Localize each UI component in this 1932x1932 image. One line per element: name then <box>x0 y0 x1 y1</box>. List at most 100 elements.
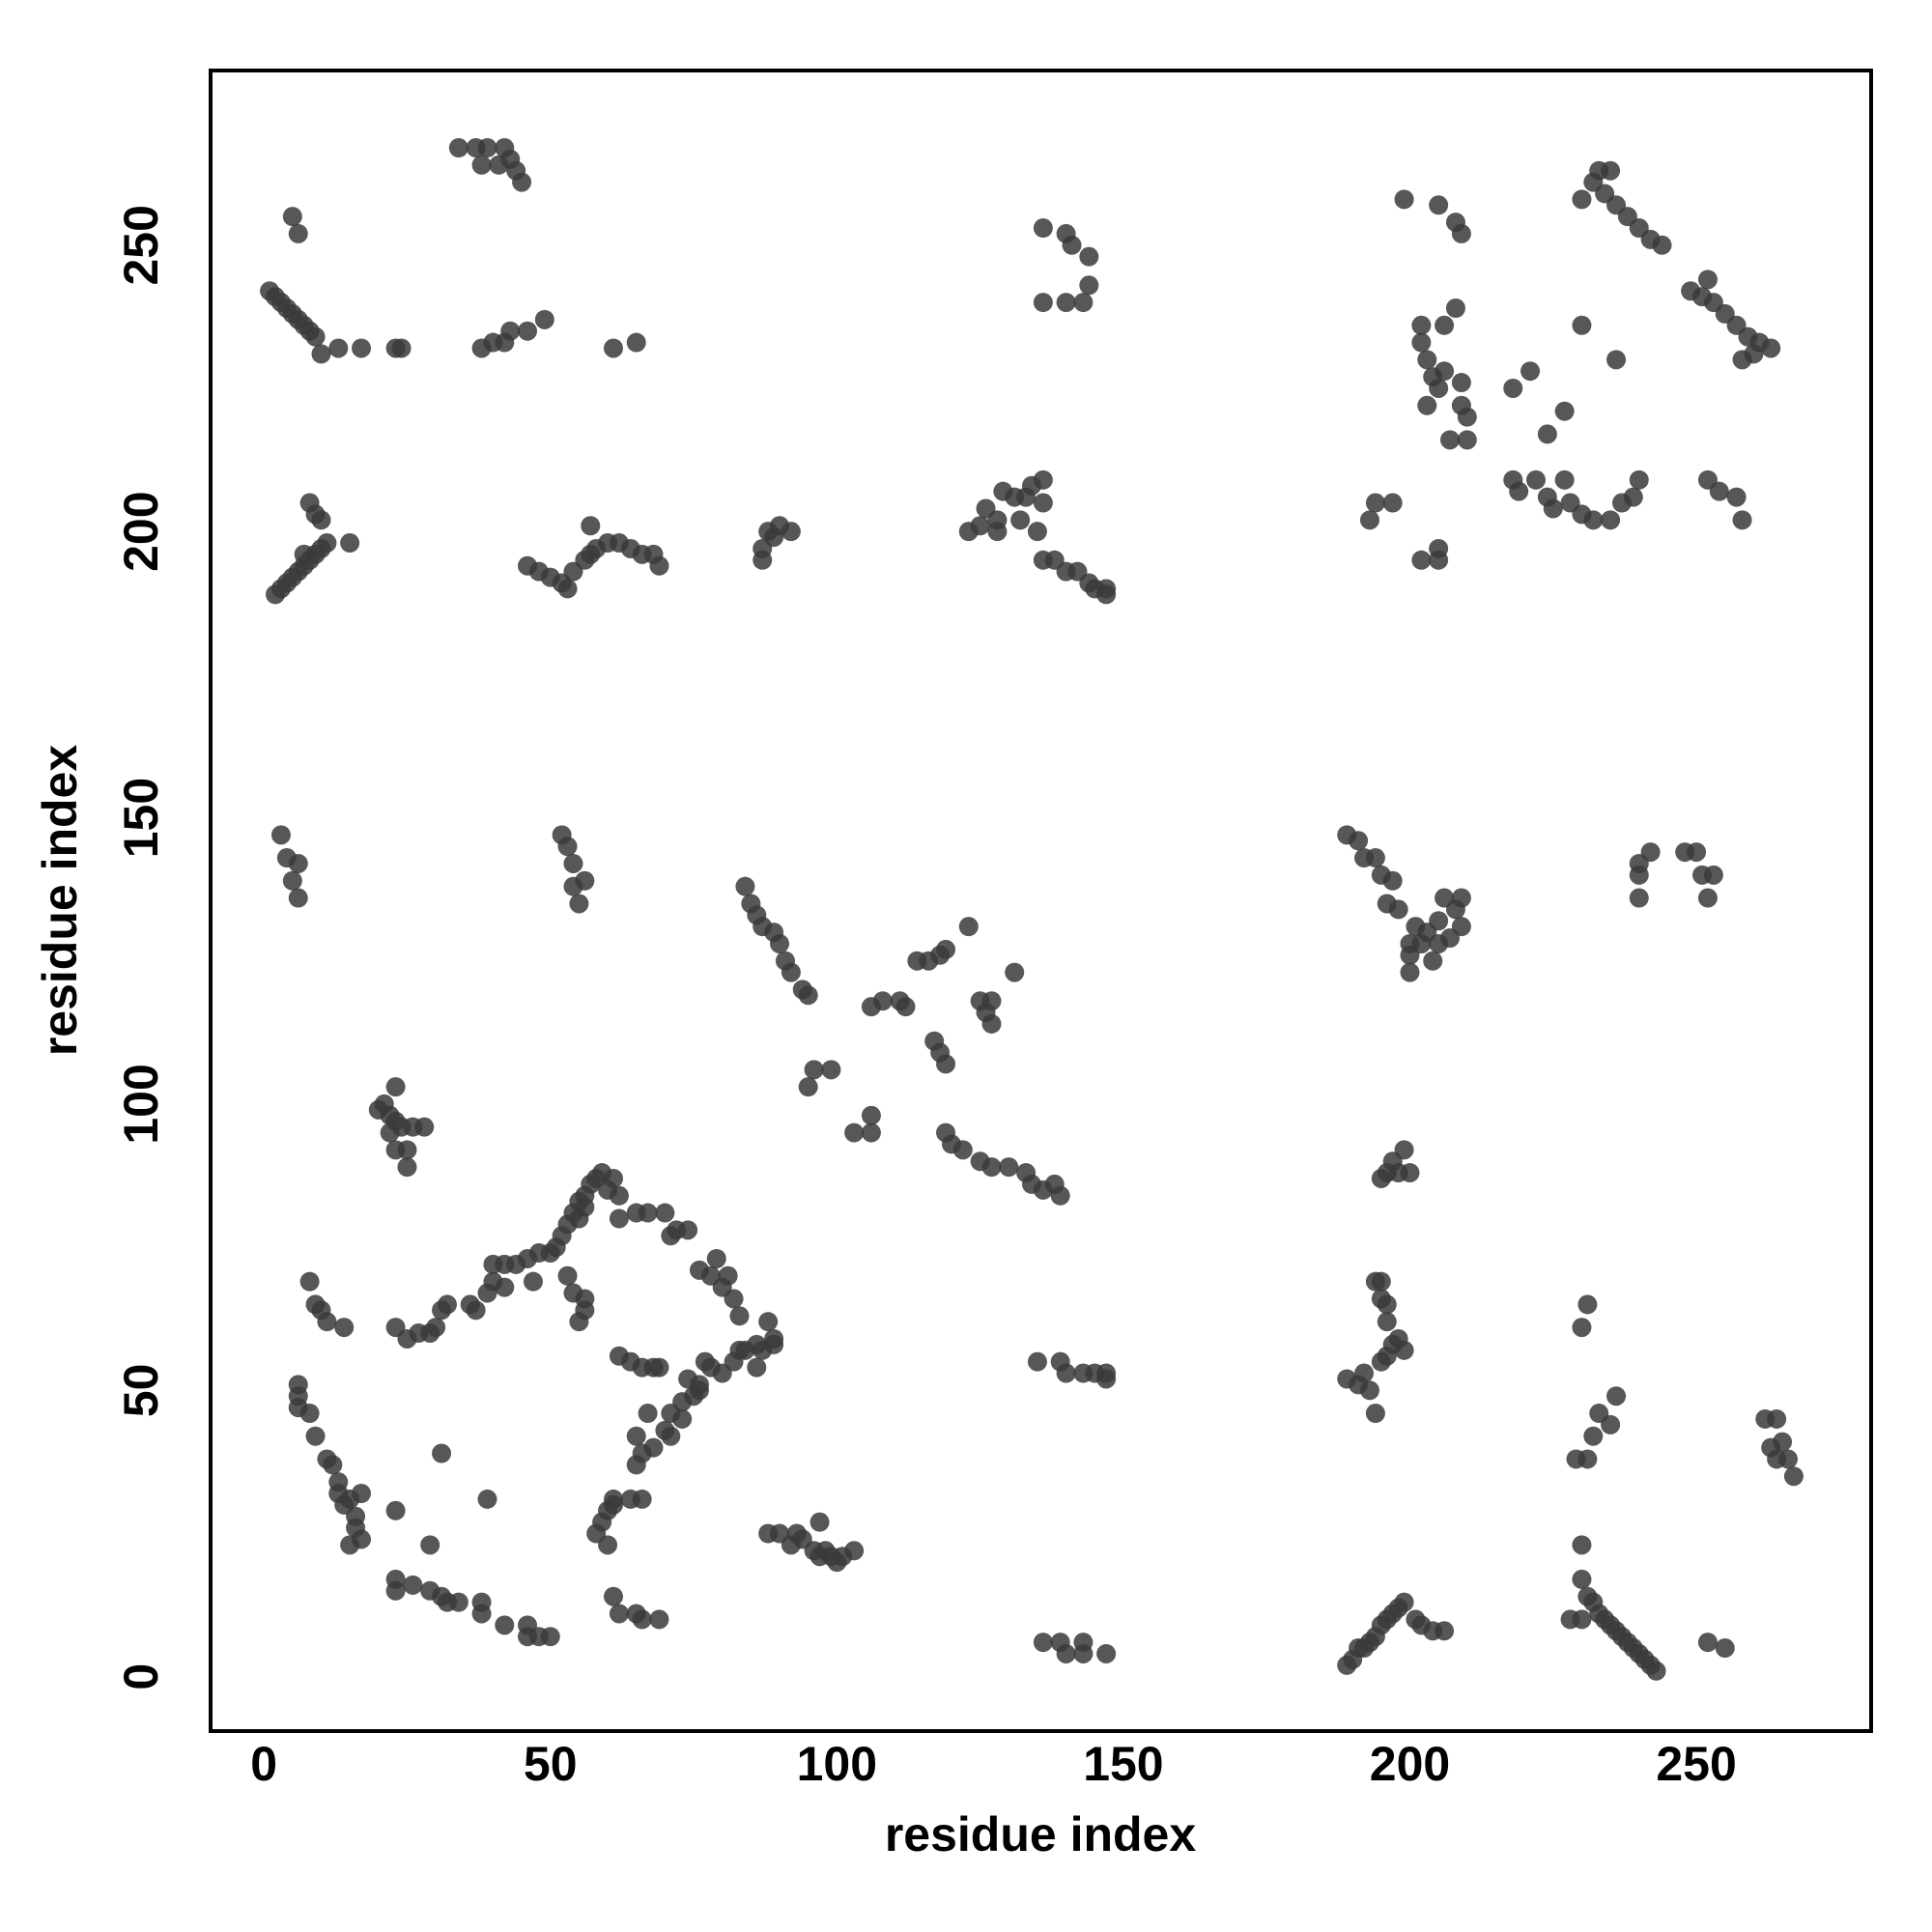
point <box>603 1168 623 1188</box>
point <box>1349 831 1369 851</box>
point <box>448 138 469 158</box>
point <box>952 1140 973 1160</box>
point <box>495 1277 515 1297</box>
x-tick-label: 50 <box>524 1737 578 1791</box>
point <box>1761 338 1781 358</box>
point <box>655 1203 675 1223</box>
point <box>936 1054 956 1074</box>
point <box>1451 888 1471 908</box>
point <box>1629 469 1649 490</box>
point <box>729 1306 750 1326</box>
point <box>340 533 360 554</box>
point <box>294 544 314 564</box>
point <box>569 1208 589 1229</box>
point <box>477 1489 497 1509</box>
point <box>288 853 308 873</box>
point <box>747 1357 767 1378</box>
point <box>1382 870 1403 891</box>
point <box>397 1157 417 1178</box>
point <box>1566 1449 1586 1469</box>
point <box>1583 1426 1604 1446</box>
point <box>1417 395 1437 415</box>
point <box>471 1604 492 1624</box>
point <box>1629 888 1649 908</box>
point <box>1079 246 1099 267</box>
point <box>426 1318 446 1338</box>
point <box>1554 401 1575 421</box>
point <box>1377 1312 1397 1332</box>
point <box>821 1060 841 1080</box>
point <box>798 985 818 1006</box>
point <box>432 1443 452 1463</box>
point <box>1767 1449 1787 1469</box>
point <box>815 1541 836 1561</box>
point <box>1457 430 1477 450</box>
point <box>512 172 532 192</box>
point <box>1623 487 1643 507</box>
point <box>1377 1294 1397 1315</box>
point <box>1400 1163 1420 1183</box>
point <box>305 1426 326 1446</box>
point <box>328 338 349 358</box>
point <box>603 338 623 358</box>
point <box>632 1609 652 1630</box>
point <box>1027 522 1047 542</box>
point <box>1429 195 1449 215</box>
point <box>397 1140 417 1160</box>
point <box>1726 487 1747 507</box>
point <box>317 1312 337 1332</box>
point <box>1503 378 1523 398</box>
point <box>1050 1185 1070 1206</box>
point <box>385 1077 406 1097</box>
point <box>1096 1643 1117 1663</box>
point <box>981 1013 1002 1034</box>
point <box>626 1455 646 1475</box>
point <box>1715 1638 1735 1659</box>
x-tick-label: 200 <box>1370 1737 1450 1791</box>
point <box>1687 842 1707 863</box>
point <box>311 344 331 364</box>
point <box>299 1404 320 1424</box>
y-tick-label: 0 <box>114 1663 168 1690</box>
point <box>1572 1609 1592 1630</box>
point <box>1382 493 1403 513</box>
point <box>1406 917 1426 937</box>
y-tick-label: 150 <box>114 778 168 858</box>
point <box>1033 293 1053 313</box>
point <box>323 1455 343 1475</box>
point <box>999 1157 1019 1178</box>
point <box>1096 1363 1117 1383</box>
y-tick-label: 200 <box>114 491 168 571</box>
point <box>1509 481 1529 501</box>
point <box>1411 550 1432 570</box>
point <box>575 870 595 891</box>
point <box>649 1357 669 1378</box>
point <box>1543 498 1563 519</box>
point <box>672 1408 693 1429</box>
point <box>603 1586 623 1606</box>
point <box>1440 430 1461 450</box>
point <box>1033 1633 1053 1653</box>
point <box>270 825 291 845</box>
point <box>1365 848 1385 868</box>
y-tick-label: 50 <box>114 1363 168 1417</box>
point <box>1033 469 1053 490</box>
point <box>798 1077 818 1097</box>
point <box>466 1300 486 1321</box>
point <box>981 1157 1002 1178</box>
point <box>1394 1340 1414 1360</box>
point <box>1365 493 1385 513</box>
point <box>1417 350 1437 370</box>
point <box>569 894 589 914</box>
point <box>1359 1380 1379 1401</box>
point <box>1435 315 1455 335</box>
point <box>1411 315 1432 335</box>
point <box>557 837 578 857</box>
point <box>1601 160 1621 181</box>
point <box>804 1060 824 1080</box>
point <box>1783 1466 1804 1487</box>
point <box>414 1117 435 1137</box>
point <box>1703 865 1723 885</box>
point <box>1601 510 1621 530</box>
point <box>1429 911 1449 931</box>
